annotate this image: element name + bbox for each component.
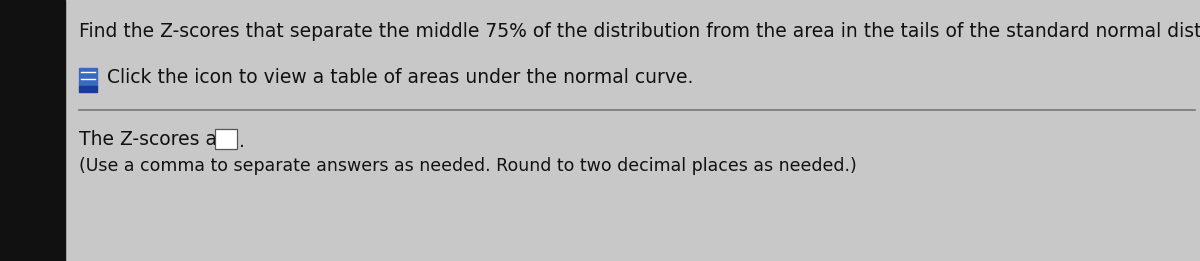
Bar [79, 86, 97, 92]
Bar [215, 129, 236, 149]
Text: .: . [239, 132, 245, 151]
Text: Click the icon to view a table of areas under the normal curve.: Click the icon to view a table of areas … [107, 68, 694, 87]
Bar [79, 68, 97, 86]
Text: Find the Z-scores that separate the middle 75% of the distribution from the area: Find the Z-scores that separate the midd… [79, 22, 1200, 41]
Text: The Z-scores are: The Z-scores are [79, 130, 236, 149]
Text: (Use a comma to separate answers as needed. Round to two decimal places as neede: (Use a comma to separate answers as need… [79, 157, 857, 175]
Bar [0, 0, 65, 261]
